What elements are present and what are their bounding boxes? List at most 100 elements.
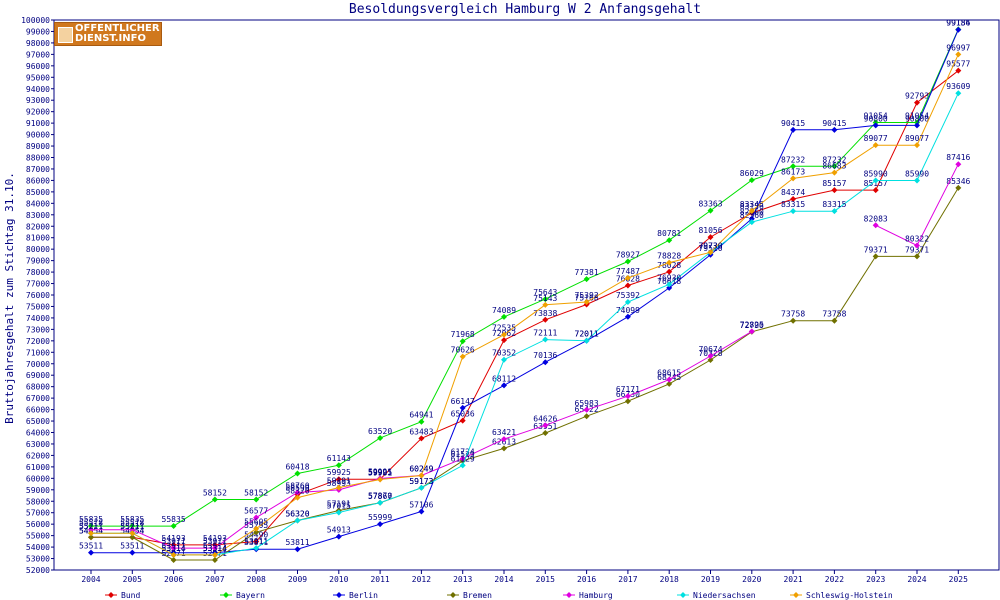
x-tick-label: 2020 <box>742 575 761 584</box>
data-point <box>583 413 590 420</box>
data-label: 55605 <box>244 518 268 527</box>
data-point <box>501 313 507 320</box>
data-point <box>666 268 673 275</box>
data-point <box>542 316 549 323</box>
data-label: 75168 <box>575 294 599 303</box>
logo-mark-icon <box>58 27 73 43</box>
data-label: 77487 <box>616 267 640 276</box>
data-point <box>335 509 342 516</box>
data-label: 66147 <box>451 397 475 406</box>
data-point <box>955 90 962 97</box>
data-point <box>666 259 673 266</box>
data-point <box>831 169 838 176</box>
y-tick-label: 64000 <box>26 429 50 438</box>
data-label: 75643 <box>533 288 557 297</box>
data-point <box>748 328 755 335</box>
data-point <box>459 455 466 462</box>
data-point <box>955 26 962 33</box>
data-point <box>129 523 136 530</box>
y-tick-label: 98000 <box>26 39 50 48</box>
data-point <box>294 517 301 524</box>
data-point <box>624 274 631 281</box>
data-label: 59925 <box>368 468 392 477</box>
data-point <box>170 541 177 548</box>
y-tick-label: 97000 <box>26 50 50 59</box>
data-point <box>88 526 94 533</box>
data-label: 79730 <box>698 241 722 250</box>
data-point <box>501 445 507 452</box>
data-label: 85346 <box>946 177 970 186</box>
data-label: 83315 <box>822 200 846 209</box>
data-point <box>253 545 260 552</box>
data-label: 55999 <box>368 513 392 522</box>
data-label: 90800 <box>864 114 888 123</box>
series-line-bund <box>91 70 959 546</box>
data-point <box>253 538 260 545</box>
data-point <box>583 276 590 283</box>
y-tick-label: 79000 <box>26 257 50 266</box>
data-point <box>872 187 879 194</box>
data-point <box>294 470 301 477</box>
data-label: 61529 <box>451 450 475 459</box>
data-point <box>831 317 838 324</box>
data-point <box>88 530 94 537</box>
data-label: 79510 <box>698 244 722 253</box>
data-point <box>88 549 94 556</box>
data-point <box>377 476 384 483</box>
data-point <box>666 380 673 387</box>
y-axis-label: Bruttojahresgehalt zum Stichtag 31.10. <box>3 172 16 424</box>
x-tick-label: 2005 <box>123 575 142 584</box>
y-tick-label: 68000 <box>26 383 50 392</box>
data-label: 75392 <box>616 291 640 300</box>
data-point <box>624 298 631 305</box>
y-tick-label: 91000 <box>26 119 50 128</box>
legend-item-niedersachsen: Niedersachsen <box>677 591 756 600</box>
y-tick-label: 70000 <box>26 360 50 369</box>
data-label: 61143 <box>327 454 351 463</box>
y-tick-label: 96000 <box>26 62 50 71</box>
data-point <box>501 331 507 338</box>
data-point <box>542 430 549 437</box>
data-label: 78828 <box>657 252 681 261</box>
x-tick-label: 2004 <box>81 575 100 584</box>
legend-label: Bremen <box>463 591 492 600</box>
data-label: 58152 <box>203 489 227 498</box>
data-label: 73838 <box>533 309 557 318</box>
series-hamburg: 55518 55518 53911 53911 56577 58760 58993 59991… <box>79 153 971 552</box>
data-point <box>377 435 384 441</box>
data-point <box>583 406 590 413</box>
y-tick-label: 73000 <box>26 325 50 334</box>
x-tick-label: 2015 <box>536 575 555 584</box>
data-point <box>294 489 301 496</box>
data-label: 53314 <box>162 544 186 553</box>
data-label: 83315 <box>781 200 805 209</box>
data-point <box>170 551 177 558</box>
series-schleswig-holstein: 55211 55211 53314 53314 55605 58320 59191 59901… <box>79 43 971 558</box>
y-tick-label: 60000 <box>26 474 50 483</box>
data-point <box>624 393 631 400</box>
y-tick-label: 71000 <box>26 348 50 357</box>
data-point <box>955 184 962 191</box>
data-point <box>335 462 342 469</box>
data-label: 91054 <box>905 112 929 121</box>
x-tick-label: 2021 <box>783 575 802 584</box>
data-label: 74089 <box>492 306 516 315</box>
data-point <box>170 557 177 564</box>
data-label: 59173 <box>409 477 433 486</box>
data-label: 55211 <box>120 522 144 531</box>
data-label: 55835 <box>120 515 144 524</box>
data-label: 57106 <box>409 500 433 509</box>
data-point <box>418 418 425 425</box>
y-tick-label: 82000 <box>26 222 50 231</box>
data-point <box>418 472 425 479</box>
data-point <box>748 177 755 184</box>
data-point <box>129 549 136 556</box>
data-point <box>748 219 755 226</box>
chart-title: Besoldungsvergleich Hamburg W 2 Anfangsg… <box>349 2 701 17</box>
series-bund: 5485454854541935419354490585905992559925… <box>79 60 971 548</box>
data-label: 53511 <box>79 542 103 551</box>
data-label: 67171 <box>616 385 640 394</box>
x-tick-label: 2008 <box>247 575 266 584</box>
data-point <box>129 526 136 533</box>
data-label: 58760 <box>285 482 309 491</box>
